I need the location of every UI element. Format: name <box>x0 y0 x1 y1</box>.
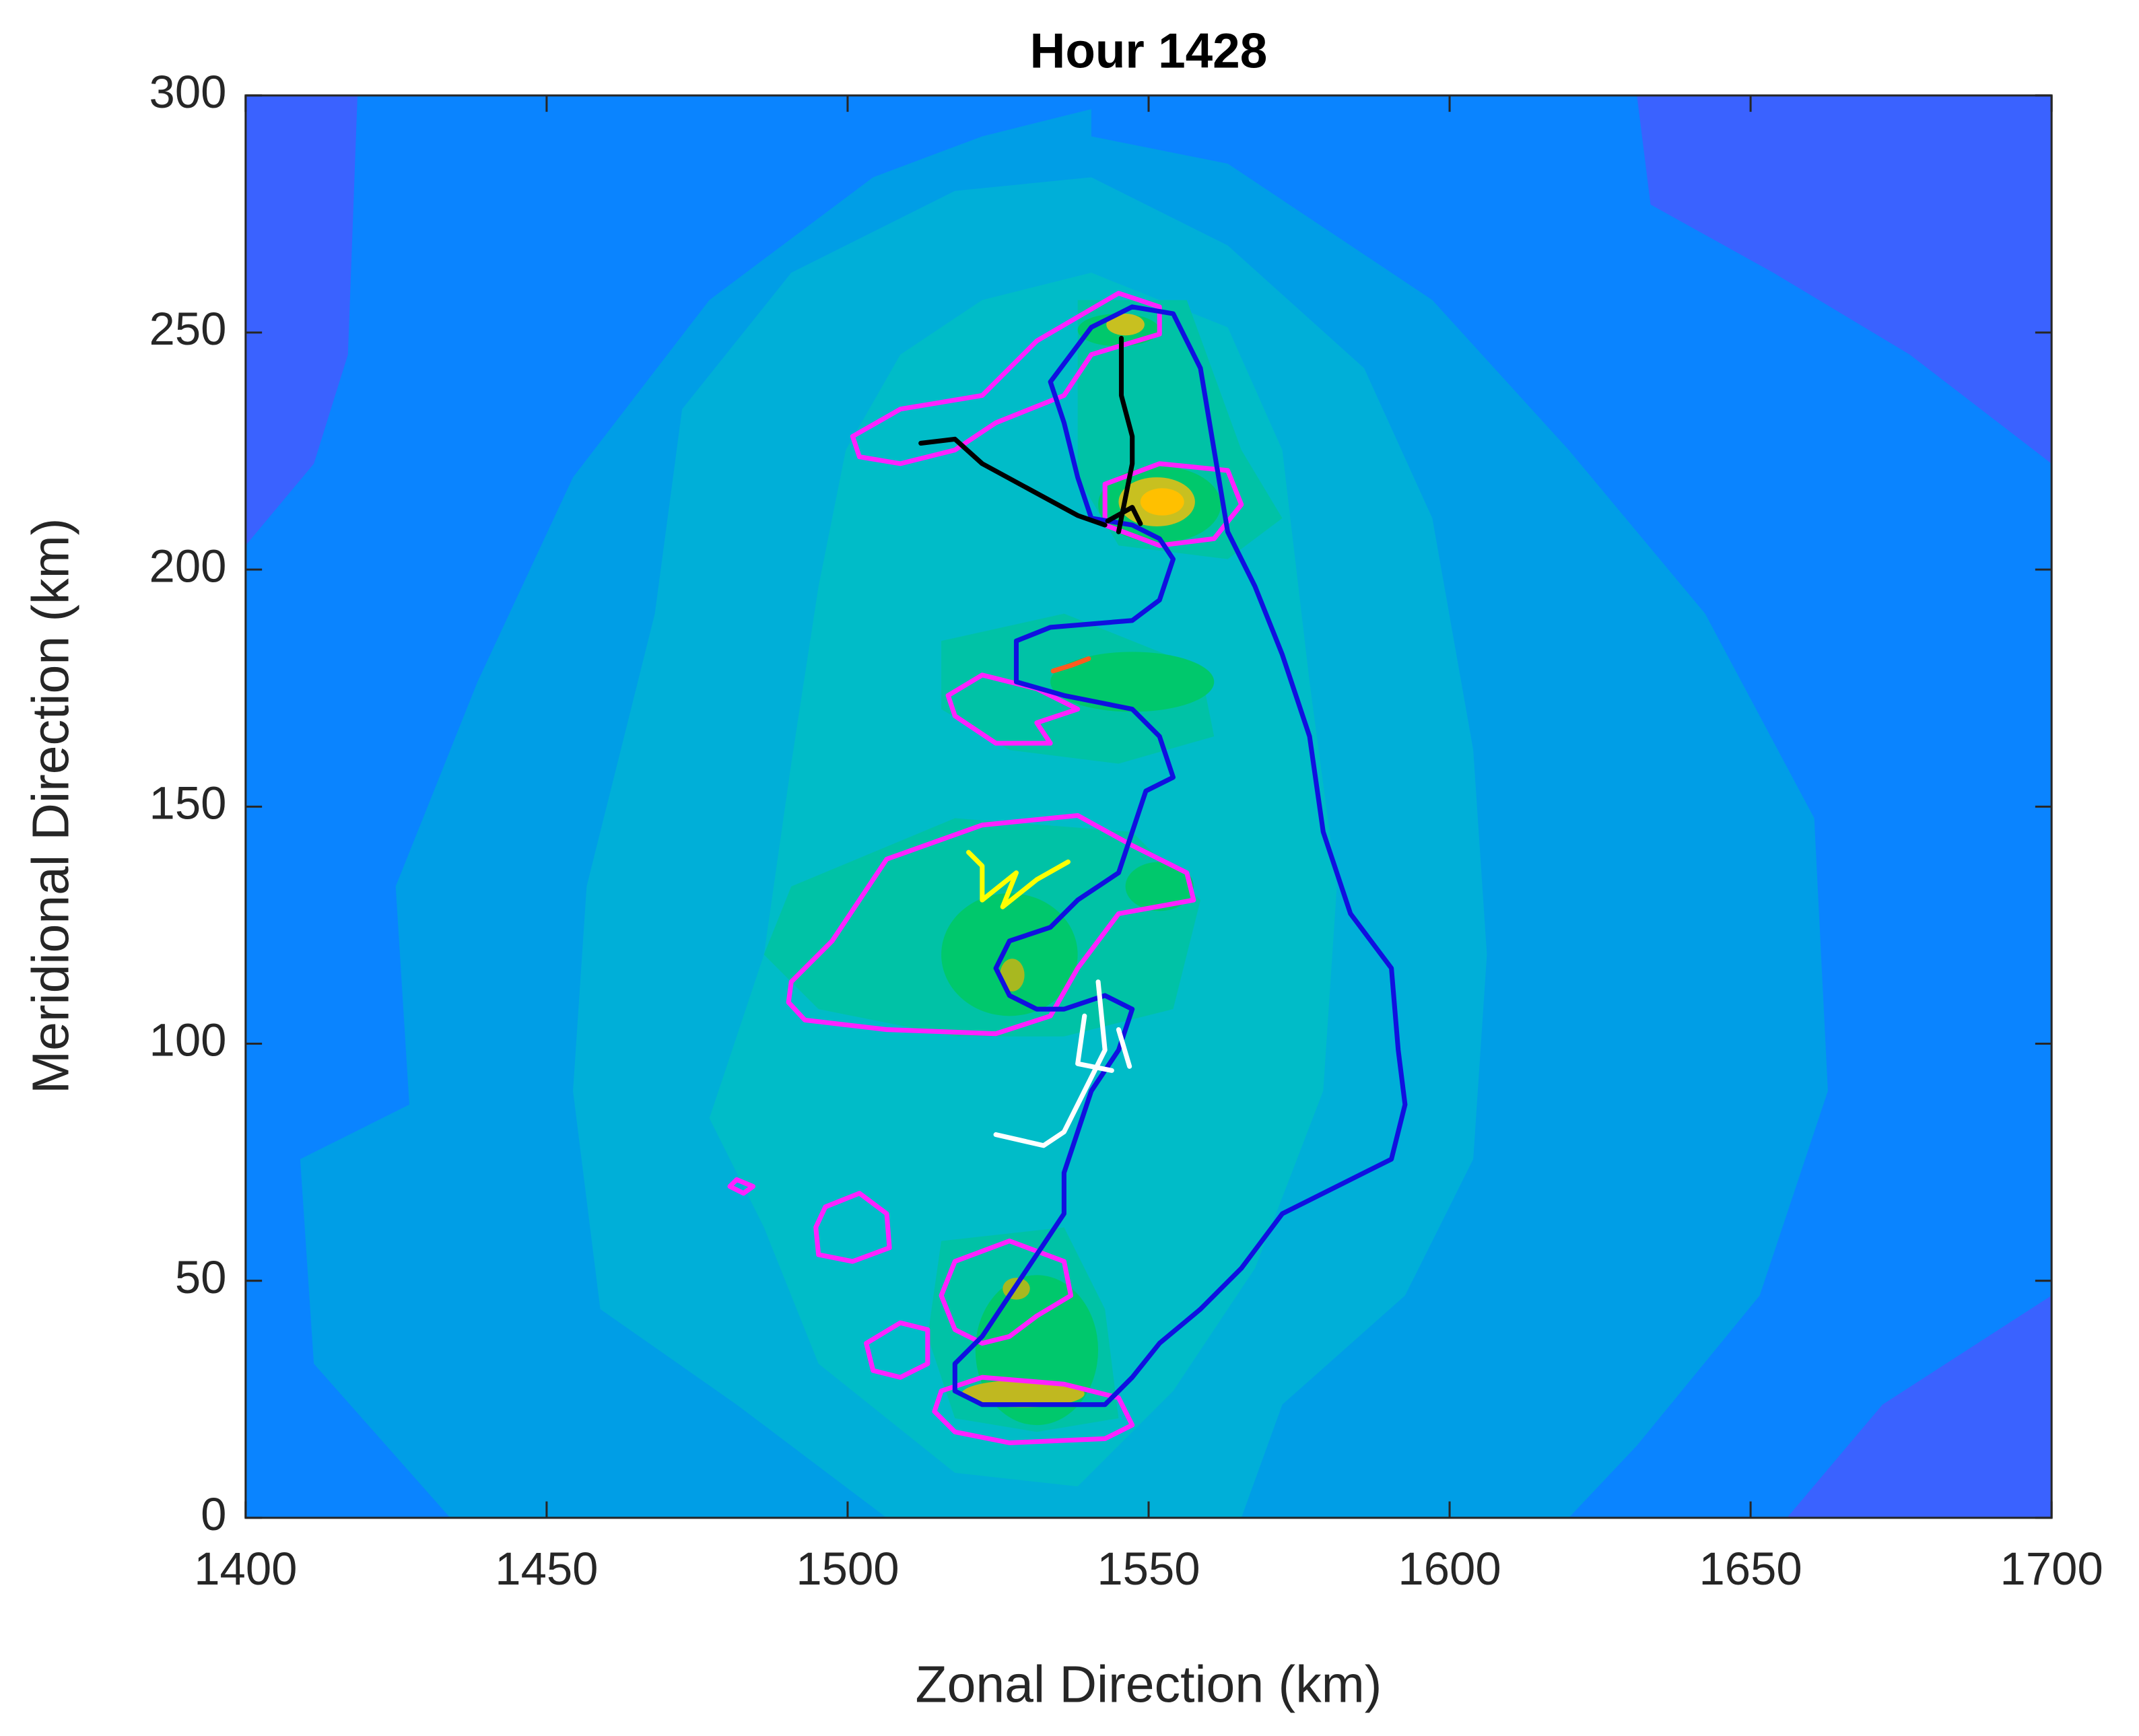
blue-contour <box>952 304 1408 1408</box>
x-tick-label: 1700 <box>2000 1543 2103 1595</box>
low-level <box>245 95 2052 1518</box>
y-tick-label: 200 <box>149 540 227 592</box>
y-tick-label: 250 <box>149 303 227 355</box>
y-tick-label: 0 <box>201 1488 226 1540</box>
orange-track <box>1050 656 1091 674</box>
chart-title: Hour 1428 <box>1030 24 1268 78</box>
contour-lines <box>727 291 1408 1445</box>
y-tick-label: 150 <box>149 777 227 829</box>
contour-field <box>245 95 2052 1518</box>
y-tick-label: 50 <box>175 1251 227 1303</box>
y-tick-label: 300 <box>149 66 227 118</box>
yellow-track <box>966 849 1071 909</box>
y-axis-label: Meridional Direction (km) <box>22 518 80 1094</box>
x-tick-label: 1450 <box>495 1543 598 1595</box>
x-tick-label: 1550 <box>1097 1543 1200 1595</box>
black-track <box>918 335 1143 534</box>
white-track <box>993 979 1132 1148</box>
x-tick-label: 1650 <box>1699 1543 1802 1595</box>
x-tick-label: 1400 <box>194 1543 297 1595</box>
y-tick-label: 100 <box>149 1014 227 1066</box>
x-tick-label: 1600 <box>1398 1543 1501 1595</box>
x-axis-label: Zonal Direction (km) <box>916 1655 1382 1713</box>
x-tick-label: 1500 <box>796 1543 899 1595</box>
